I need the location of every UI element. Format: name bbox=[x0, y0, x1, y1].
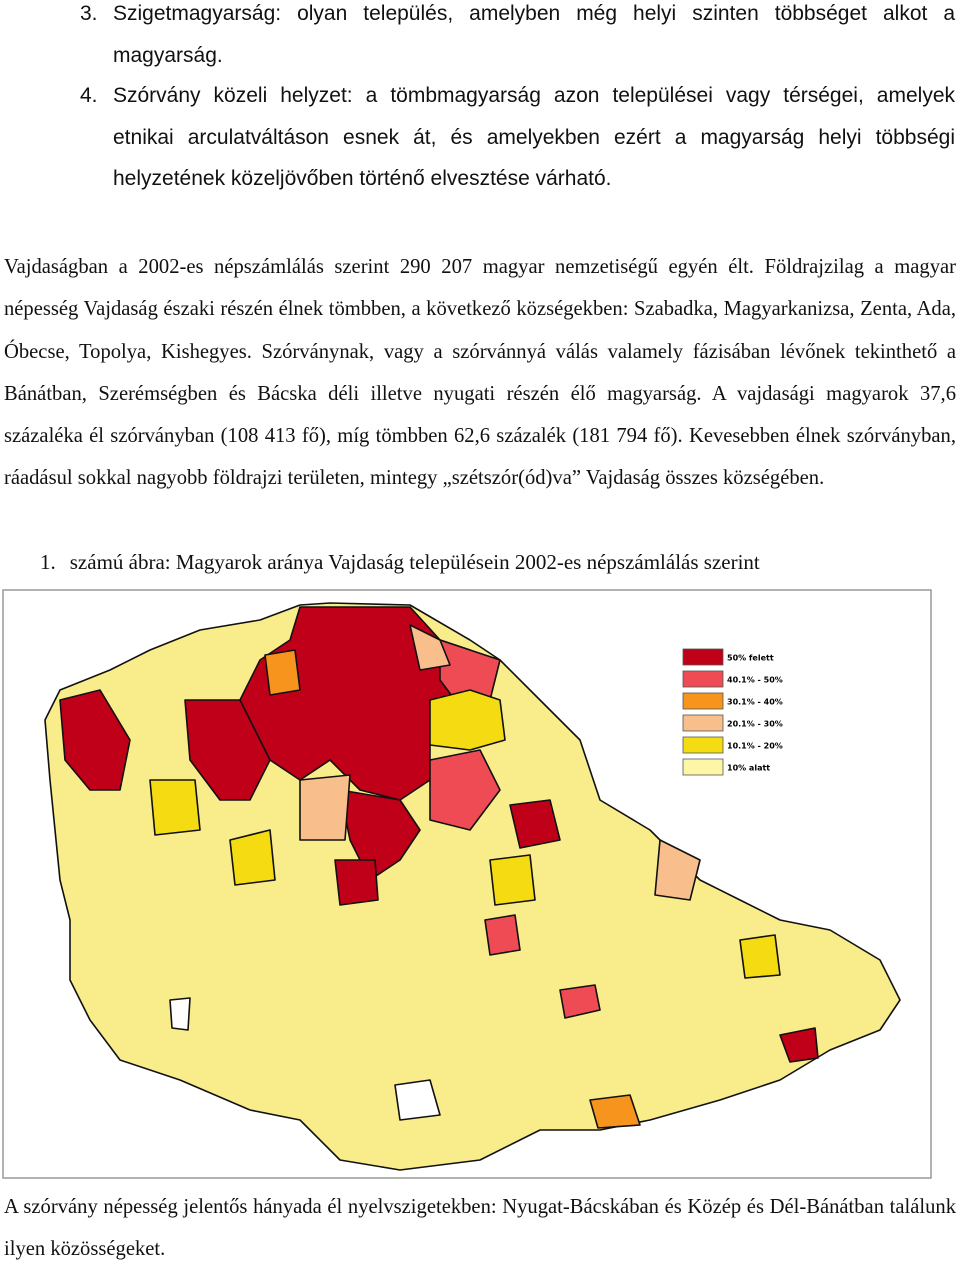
list-number: 4. bbox=[80, 84, 98, 107]
legend-swatch bbox=[682, 736, 724, 754]
legend-label: 10.1% - 20% bbox=[727, 742, 783, 751]
region bbox=[589, 1094, 641, 1129]
legend-label: 20.1% - 30% bbox=[727, 720, 783, 729]
map-regions bbox=[44, 602, 901, 1171]
legend-label: 10% alatt bbox=[727, 764, 770, 773]
legend-swatch bbox=[682, 648, 724, 666]
list-item: 3. Szigetmagyarság: olyan település, ame… bbox=[80, 0, 955, 76]
list-number: 3. bbox=[80, 2, 98, 25]
list-text: Szigetmagyarság: olyan település, amelyb… bbox=[113, 2, 955, 67]
region bbox=[149, 779, 201, 836]
region bbox=[339, 789, 421, 881]
region bbox=[334, 859, 379, 906]
list-text: Szórvány közeli helyzet: a tömbmagyarság… bbox=[113, 84, 955, 190]
legend-swatch bbox=[682, 692, 724, 710]
paragraph: A szórvány népesség jelentős hányada él … bbox=[4, 1196, 956, 1261]
region bbox=[559, 984, 601, 1019]
region bbox=[184, 699, 271, 801]
region bbox=[409, 624, 451, 671]
legend: 50% felett 40.1% - 50% 30.1% - 40% 20.1% - … bbox=[682, 648, 783, 776]
caption-number: 1. bbox=[40, 550, 56, 574]
paragraph: Vajdaságban a 2002-es népszámlálás szeri… bbox=[4, 256, 956, 490]
region bbox=[299, 774, 351, 841]
legend-label: 30.1% - 40% bbox=[727, 698, 783, 707]
region bbox=[429, 689, 506, 751]
caption-text: számú ábra: Magyarok aránya Vajdaság tel… bbox=[69, 550, 760, 574]
region bbox=[489, 854, 536, 906]
list-item: 4. Szórvány közeli helyzet: a tömbmagyar… bbox=[80, 75, 955, 200]
legend-label: 50% felett bbox=[727, 654, 774, 663]
region bbox=[169, 997, 191, 1031]
legend-swatch bbox=[682, 758, 724, 776]
region bbox=[264, 649, 301, 696]
region bbox=[59, 689, 131, 791]
region bbox=[509, 799, 561, 849]
figure-caption: 1. számú ábra: Magyarok aránya Vajdaság t… bbox=[40, 545, 760, 579]
region bbox=[429, 749, 501, 831]
region bbox=[394, 1079, 441, 1121]
map: 50% felett 40.1% - 50% 30.1% - 40% 20.1% - … bbox=[2, 589, 932, 1179]
region bbox=[484, 914, 521, 956]
legend-label: 40.1% - 50% bbox=[727, 676, 783, 685]
legend-swatch bbox=[682, 670, 724, 688]
region bbox=[739, 934, 781, 979]
region bbox=[654, 839, 701, 901]
legend-swatch bbox=[682, 714, 724, 732]
region bbox=[229, 829, 276, 886]
region bbox=[779, 1027, 819, 1063]
